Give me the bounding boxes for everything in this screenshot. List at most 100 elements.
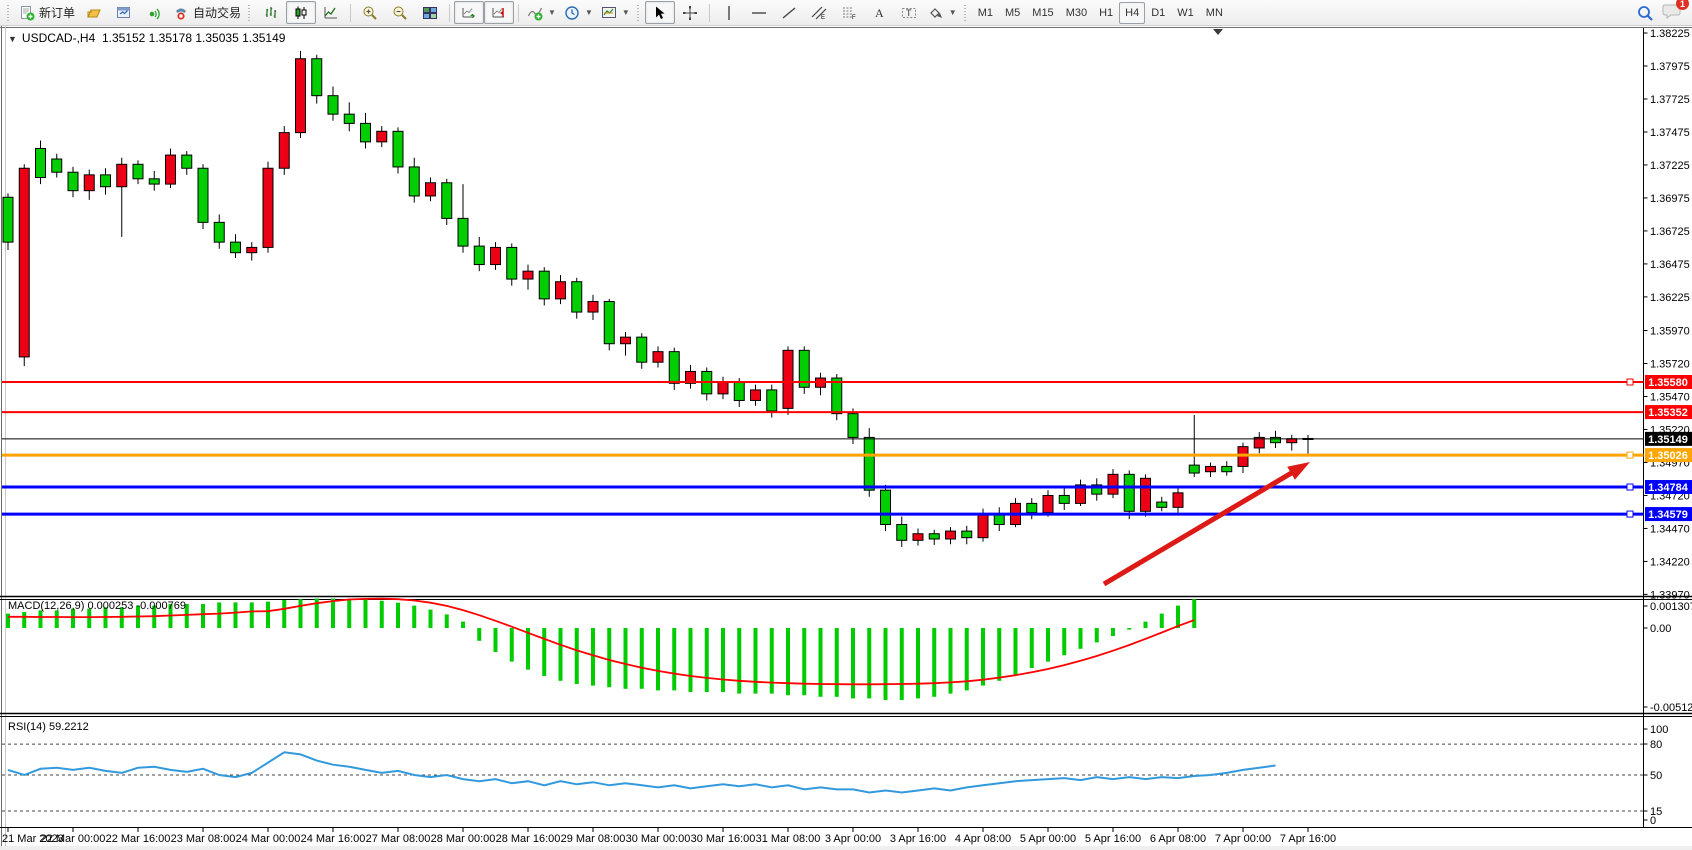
chart-shift-marker[interactable] xyxy=(1213,29,1223,35)
time-axis-label: 30 Mar 16:00 xyxy=(691,833,756,845)
macd-histogram-bar xyxy=(412,605,417,628)
objects-toggle-icon[interactable]: ▼ xyxy=(8,34,17,44)
macd-histogram-bar xyxy=(867,628,872,699)
indicators-button[interactable]: ▼ xyxy=(523,1,560,24)
bar-chart-button[interactable] xyxy=(256,1,286,24)
notifications-button[interactable]: 1 xyxy=(1662,0,1689,23)
macd-histogram-bar xyxy=(607,628,612,688)
candlestick-chart-icon xyxy=(293,5,309,21)
text-label-icon: T xyxy=(901,5,917,21)
chevron-down-icon: ▼ xyxy=(584,8,593,17)
tf-button-m5[interactable]: M5 xyxy=(1005,6,1021,19)
macd-histogram-bar xyxy=(6,613,10,628)
time-axis-label: 28 Mar 00:00 xyxy=(431,833,496,845)
zoom-in-button[interactable] xyxy=(355,1,385,24)
tf-button-m1[interactable]: M1 xyxy=(977,6,993,19)
hline-handle[interactable] xyxy=(1626,451,1634,459)
hline-handle[interactable] xyxy=(1626,378,1634,386)
time-axis-label: 23 Mar 08:00 xyxy=(171,833,236,845)
hline-handle[interactable] xyxy=(1626,510,1634,518)
chart-symbol-period: USDCAD-,H4 xyxy=(21,31,96,45)
vertical-line-button[interactable] xyxy=(714,1,744,24)
toolbar-grip[interactable] xyxy=(635,4,641,21)
macd-axis-label: 0.00 xyxy=(1650,623,1671,635)
toolbar-grip[interactable] xyxy=(6,4,11,21)
cursor-button[interactable] xyxy=(644,1,675,24)
candle xyxy=(506,246,518,280)
macd-histogram-bar xyxy=(509,628,514,662)
macd-histogram-bar xyxy=(87,608,92,628)
zoom-out-icon xyxy=(392,5,408,21)
tf-button-h1[interactable]: H1 xyxy=(1099,6,1114,19)
svg-text:A: A xyxy=(875,6,884,20)
macd-histogram-bar xyxy=(558,628,563,681)
data-window-button[interactable] xyxy=(109,1,139,24)
autotrading-button[interactable]: 自动交易 xyxy=(169,1,245,24)
tf-button-m15[interactable]: M15 xyxy=(1032,6,1054,19)
periods-button[interactable]: ▼ xyxy=(560,1,597,24)
toolbar-grip[interactable] xyxy=(247,4,253,21)
hline-price-tag xyxy=(1645,431,1692,446)
candle xyxy=(863,436,875,491)
pane-separators[interactable] xyxy=(0,595,1692,717)
candle xyxy=(278,132,290,169)
templates-button[interactable]: ▼ xyxy=(597,1,634,24)
price-axis-label: 1.38225 xyxy=(1650,28,1690,40)
tf-button-m30[interactable]: M30 xyxy=(1065,6,1088,19)
rsi-axis-label: 50 xyxy=(1650,770,1662,782)
time-axis-label: 30 Mar 00:00 xyxy=(626,833,691,845)
candle xyxy=(343,113,355,124)
hline-handle[interactable] xyxy=(1626,483,1634,491)
macd-histogram-bar xyxy=(38,610,43,628)
horizontal-line-button[interactable] xyxy=(744,1,774,24)
search-icon[interactable] xyxy=(1636,4,1654,22)
tf-button-h4[interactable]: H4 xyxy=(1119,1,1146,24)
candle xyxy=(831,377,843,415)
equidistant-channel-button[interactable]: E xyxy=(804,1,834,24)
hlines-layer: 1.35580 1.35352 1.35149 1.35026 1.34784 1.345… xyxy=(2,374,1692,522)
rsi-axis-label: 100 xyxy=(1650,724,1668,736)
chevron-down-icon: ▼ xyxy=(948,8,957,17)
candle xyxy=(1042,494,1054,514)
toolbar-separator xyxy=(449,3,451,22)
price-axis-label: 1.37225 xyxy=(1650,160,1690,172)
time-axis-label: 5 Apr 00:00 xyxy=(1020,833,1076,845)
candle xyxy=(100,174,111,188)
macd-histogram-bar xyxy=(591,628,595,686)
tf-button-w1[interactable]: W1 xyxy=(1177,6,1194,19)
trendline-icon xyxy=(781,5,797,21)
zoom-out-button[interactable] xyxy=(385,1,415,24)
fibonacci-button[interactable]: F xyxy=(834,1,864,24)
tile-windows-button[interactable] xyxy=(415,1,445,24)
profiles-button[interactable] xyxy=(79,1,109,24)
window-bottom-strip xyxy=(0,846,1692,850)
line-chart-button[interactable] xyxy=(316,1,346,24)
hline-price-tag xyxy=(1645,405,1692,420)
tf-button-mn[interactable]: MN xyxy=(1205,6,1223,19)
candlestick-chart-button[interactable] xyxy=(286,1,317,24)
macd-histogram-bar xyxy=(883,628,888,700)
new-order-button[interactable]: 新订单 xyxy=(15,1,79,24)
auto-scroll-button[interactable] xyxy=(454,1,485,24)
price-axis-label: 1.36225 xyxy=(1650,292,1690,304)
candle xyxy=(148,178,160,185)
tf-button-d1[interactable]: D1 xyxy=(1151,6,1166,19)
price-axis-label: 1.34220 xyxy=(1650,556,1690,568)
candle xyxy=(230,241,241,254)
candle xyxy=(1026,502,1038,514)
text-label-button[interactable]: T xyxy=(894,1,924,24)
candle xyxy=(847,413,859,438)
arrows-shapes-button[interactable]: ▼ xyxy=(924,1,961,24)
toolbar-grip[interactable] xyxy=(962,4,968,21)
candle xyxy=(961,530,973,539)
candle xyxy=(587,301,599,313)
crosshair-button[interactable] xyxy=(675,1,705,24)
text-button[interactable]: A xyxy=(864,1,894,24)
trend-arrow[interactable] xyxy=(1102,462,1310,587)
chart-shift-button[interactable] xyxy=(484,1,515,24)
sound-button[interactable] xyxy=(139,1,169,24)
price-axis-label: 1.35720 xyxy=(1650,359,1690,371)
macd-histogram-bar xyxy=(526,628,530,670)
trendline-button[interactable] xyxy=(774,1,804,24)
